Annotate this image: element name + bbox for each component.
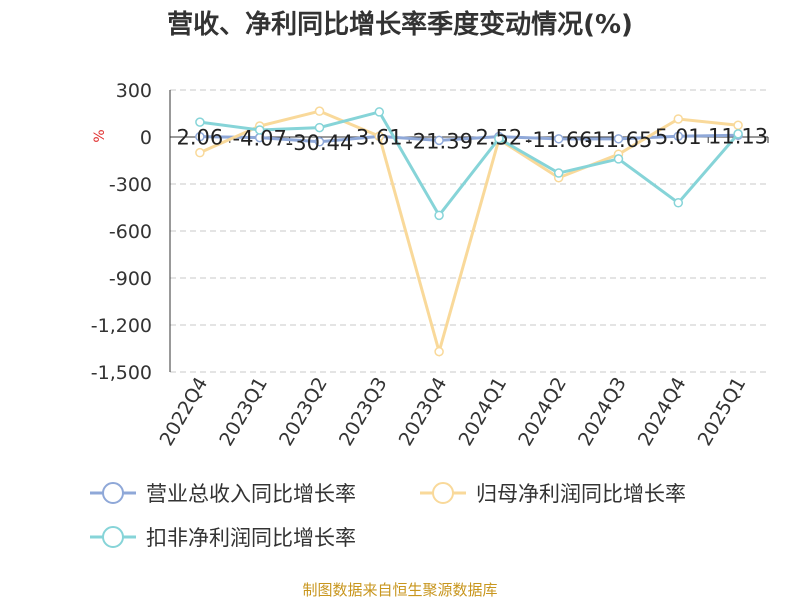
- data-label: 3.61: [356, 125, 403, 149]
- series-line-2: [199, 110, 740, 219]
- data-point: [733, 129, 743, 139]
- y-axis-unit: %: [92, 129, 108, 142]
- data-label: -11.65: [585, 128, 653, 152]
- x-tick-label: 2023Q4: [395, 373, 452, 449]
- data-label: -30.44: [286, 131, 354, 155]
- data-point: [613, 134, 624, 144]
- x-tick-label: 2024Q3: [574, 374, 631, 450]
- legend-marker: [102, 482, 124, 504]
- data-point: [553, 168, 564, 178]
- legend-marker: [432, 482, 454, 504]
- data-label: -21.39: [405, 129, 473, 153]
- x-tick-label: 2022Q4: [155, 374, 212, 450]
- x-tick-label: 2023Q3: [335, 374, 392, 450]
- data-point: [314, 106, 325, 116]
- y-tick-label: 0: [140, 127, 152, 149]
- y-tick-label: -1,500: [91, 362, 152, 384]
- legend-label: 扣非净利润同比增长率: [146, 526, 356, 550]
- x-tick-label: 2024Q1: [454, 374, 511, 450]
- x-tick-label: 2023Q2: [275, 374, 332, 450]
- data-point: [553, 134, 564, 144]
- y-tick-label: 300: [116, 80, 152, 102]
- series-line-1: [199, 109, 739, 358]
- x-tick-label: 2024Q4: [634, 374, 691, 450]
- data-point: [673, 114, 684, 124]
- data-point: [374, 131, 385, 141]
- x-tick-label: 2025Q1: [694, 374, 751, 450]
- y-tick-label: -1,200: [91, 315, 152, 337]
- data-point: [434, 135, 444, 146]
- legend-marker: [102, 526, 124, 548]
- data-point: [195, 131, 205, 142]
- legend-label: 归母净利润同比增长率: [476, 482, 686, 506]
- data-point: [254, 125, 265, 135]
- data-label: 2.52: [476, 126, 523, 150]
- data-point: [494, 133, 504, 144]
- data-label: 2.06: [177, 126, 224, 150]
- data-label: 11.13: [708, 124, 768, 148]
- data-source-note: 制图数据来自恒生聚源数据库: [302, 581, 497, 599]
- y-tick-label: -600: [109, 221, 152, 243]
- data-point: [195, 117, 205, 127]
- data-point: [673, 198, 684, 208]
- chart-title: 营收、净利同比增长率季度变动情况(%): [167, 9, 633, 40]
- y-tick-label: -300: [109, 174, 152, 196]
- data-point: [374, 107, 385, 117]
- data-point: [613, 154, 624, 164]
- data-label: -11.66: [525, 128, 593, 152]
- y-tick-label: -900: [109, 268, 152, 290]
- data-point: [195, 147, 205, 158]
- data-point: [434, 346, 444, 357]
- x-tick-label: 2024Q2: [514, 374, 571, 450]
- data-point: [314, 122, 325, 133]
- data-point: [434, 210, 444, 221]
- x-tick-label: 2023Q1: [215, 374, 272, 450]
- data-label: -4.07: [233, 127, 287, 151]
- legend-label: 营业总收入同比增长率: [146, 482, 356, 506]
- data-point: [673, 131, 684, 141]
- data-point: [314, 137, 325, 147]
- data-label: 5.01: [655, 125, 702, 149]
